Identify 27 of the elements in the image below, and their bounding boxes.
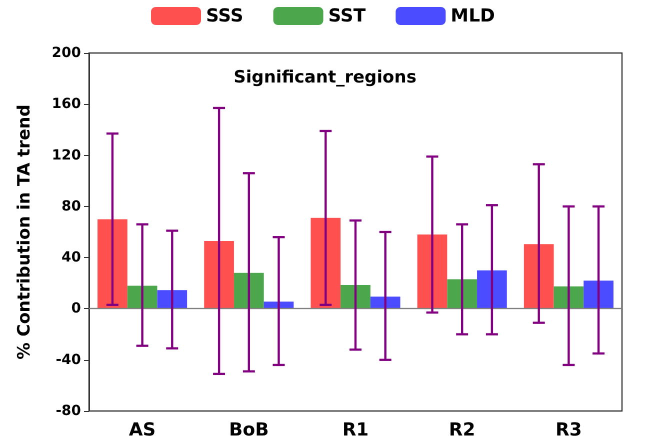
y-tick-label: -80	[56, 403, 82, 419]
y-tick-label: 0	[71, 300, 82, 317]
bar	[340, 285, 370, 309]
legend-label: MLD	[450, 6, 495, 26]
x-tick-label: BoB	[228, 420, 269, 440]
bar	[584, 280, 614, 309]
bar	[524, 244, 554, 309]
x-tick-label: R3	[556, 420, 582, 440]
legend-label: SSS	[206, 6, 244, 26]
bar	[157, 290, 188, 309]
bar	[98, 219, 128, 309]
legend-label: SST	[328, 6, 366, 26]
bar	[477, 270, 507, 309]
y-tick-label: 200	[52, 45, 82, 61]
bar	[234, 272, 264, 309]
y-tick-label: 80	[62, 198, 82, 214]
y-tick-label: 120	[52, 147, 82, 164]
y-axis-title: % Contribution in TA trend	[14, 104, 34, 360]
bar	[204, 240, 234, 309]
text: Significant_regions	[234, 68, 416, 88]
x-tick-label: R1	[342, 420, 369, 440]
y-tick-label: 160	[52, 96, 82, 112]
x-tick-label: R2	[448, 420, 476, 440]
x-tick-label: AS	[128, 420, 156, 440]
y-tick-label: -40	[56, 352, 82, 368]
y-tick-label: 40	[62, 250, 82, 266]
bar	[447, 279, 478, 309]
